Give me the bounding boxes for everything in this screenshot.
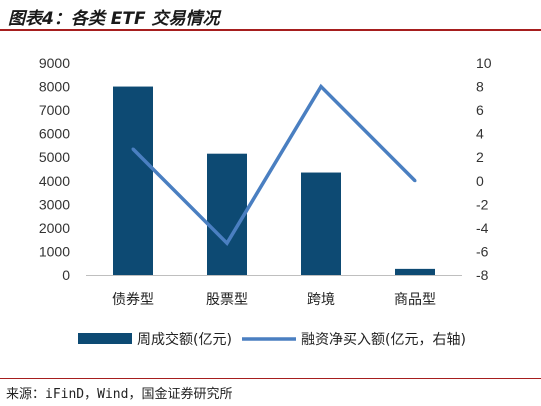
category-label: 跨境 — [307, 292, 335, 308]
line-point-4 — [413, 179, 417, 183]
legend-line-label: 融资净买入额(亿元，右轴) — [301, 332, 466, 348]
left-axis-tick-label: 4000 — [39, 173, 70, 189]
line-point-2 — [225, 241, 229, 245]
right-axis-tick-label: 0 — [476, 173, 484, 189]
right-axis-tick-label: 4 — [476, 126, 484, 142]
category-label: 债券型 — [112, 292, 154, 308]
source-note: 来源：iFinD，Wind，国金证券研究所 — [6, 387, 233, 402]
line-point-3 — [319, 85, 323, 89]
left-axis-tick-label: 6000 — [39, 126, 70, 142]
right-axis-tick-label: 6 — [476, 102, 484, 118]
bar-4 — [395, 268, 435, 275]
right-axis-tick-label: 8 — [476, 79, 484, 95]
bar-2 — [207, 153, 247, 275]
title-divider — [0, 29, 541, 31]
right-axis-tick-label: 10 — [476, 55, 492, 71]
right-axis-tick-label: -2 — [476, 196, 489, 212]
left-axis-tick-label: 1000 — [39, 243, 70, 259]
left-axis-tick-label: 7000 — [39, 102, 70, 118]
left-axis-tick-label: 0 — [62, 267, 70, 283]
right-axis-tick-label: -6 — [476, 243, 489, 259]
right-axis-tick-label: -4 — [476, 220, 489, 236]
left-axis-tick-label: 5000 — [39, 149, 70, 165]
bar-1 — [113, 86, 153, 275]
source-divider — [0, 378, 541, 379]
bar-3 — [301, 172, 341, 275]
category-label: 股票型 — [206, 292, 248, 308]
legend-bar-label: 周成交额(亿元) — [137, 331, 232, 348]
right-axis-tick-label: -8 — [476, 267, 489, 283]
category-label: 商品型 — [394, 292, 436, 308]
chart-title: 图表4：各类 ETF 交易情况 — [8, 9, 220, 29]
line-series — [131, 83, 417, 247]
right-axis-tick-label: 2 — [476, 149, 484, 165]
line-point-1 — [131, 147, 135, 151]
left-axis-tick-label: 3000 — [39, 196, 70, 212]
legend-bar-swatch — [78, 333, 132, 344]
left-axis-tick-label: 2000 — [39, 220, 70, 236]
left-axis-tick-label: 9000 — [39, 55, 70, 71]
left-axis-tick-label: 8000 — [39, 79, 70, 95]
